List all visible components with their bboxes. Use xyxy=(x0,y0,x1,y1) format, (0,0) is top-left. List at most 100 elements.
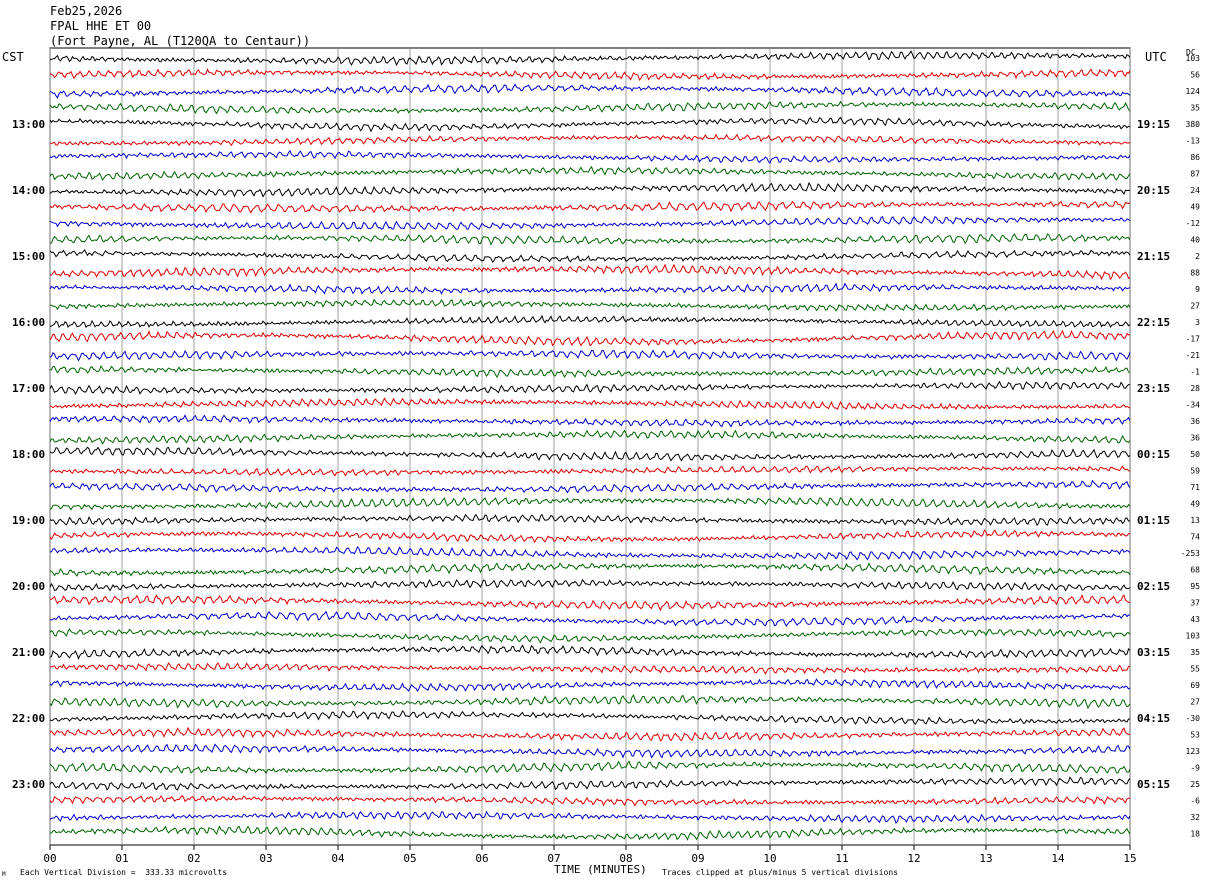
x-tick-label: 12 xyxy=(907,852,920,865)
dc-offset-label: 69 xyxy=(1190,681,1200,690)
header-location: (Fort Payne, AL (T120QA to Centaur)) xyxy=(50,34,311,48)
dc-offset-label: 103 xyxy=(1186,54,1201,63)
trace-group xyxy=(49,50,1131,841)
dc-offset-label: 59 xyxy=(1190,467,1200,476)
trace-line xyxy=(49,496,1131,511)
x-tick-label: 05 xyxy=(403,852,416,865)
trace-line xyxy=(49,678,1131,693)
dc-offset-label: 103 xyxy=(1186,632,1201,641)
trace-line xyxy=(49,314,1131,329)
dc-offset-label: 18 xyxy=(1190,830,1200,839)
dc-offset-label: 124 xyxy=(1186,87,1201,96)
dc-offset-label: 3 xyxy=(1195,318,1200,327)
x-axis-title: TIME (MINUTES) xyxy=(554,863,647,876)
dc-offset-label: 35 xyxy=(1190,648,1200,657)
trace-line xyxy=(49,429,1131,445)
utc-hour-label: 00:15 xyxy=(1137,448,1170,461)
trace-line xyxy=(49,165,1131,182)
dc-offset-label: 32 xyxy=(1190,813,1200,822)
corner-mark: M xyxy=(2,871,6,878)
trace-line xyxy=(49,528,1131,544)
trace-line xyxy=(49,810,1131,824)
trace-line xyxy=(49,349,1131,362)
dc-offset-label: 56 xyxy=(1190,71,1200,80)
dc-offset-label: 35 xyxy=(1190,104,1200,113)
dc-offset-label: 55 xyxy=(1190,665,1200,674)
dc-offset-label: 27 xyxy=(1190,302,1200,311)
x-tick-label: 08 xyxy=(619,852,632,865)
trace-line xyxy=(49,380,1131,395)
dc-offset-label: 25 xyxy=(1190,780,1200,789)
dc-offset-label: -253 xyxy=(1181,549,1200,558)
dc-offset-label: 27 xyxy=(1190,698,1200,707)
x-tick-label: 04 xyxy=(331,852,345,865)
dc-offset-label: 88 xyxy=(1190,269,1200,278)
utc-hour-label: 21:15 xyxy=(1137,250,1170,263)
utc-hour-label: 03:15 xyxy=(1137,646,1170,659)
trace-line xyxy=(49,694,1131,710)
cst-hour-label: 15:00 xyxy=(12,250,45,263)
x-tick-label: 06 xyxy=(475,852,488,865)
dc-offset-label: -17 xyxy=(1186,335,1201,344)
trace-line xyxy=(49,414,1131,428)
trace-line xyxy=(49,282,1131,295)
header-station: FPAL HHE ET 00 xyxy=(50,19,152,33)
cst-hour-label: 22:00 xyxy=(12,712,45,725)
cst-hour-label: 19:00 xyxy=(12,514,45,527)
trace-line xyxy=(49,743,1131,759)
utc-hour-label: 22:15 xyxy=(1137,316,1170,329)
utc-hour-label: 19:15 xyxy=(1137,118,1170,131)
utc-label: UTC xyxy=(1145,50,1167,64)
trace-line xyxy=(49,83,1131,99)
trace-line xyxy=(49,233,1131,246)
trace-line xyxy=(50,545,1131,561)
cst-hour-label: 17:00 xyxy=(12,382,45,395)
x-tick-label: 07 xyxy=(547,852,560,865)
trace-line xyxy=(49,825,1131,841)
trace-line xyxy=(49,562,1131,577)
trace-line xyxy=(49,644,1131,660)
trace-line xyxy=(49,794,1131,807)
cst-label: CST xyxy=(2,50,24,64)
trace-line xyxy=(49,578,1131,592)
trace-line xyxy=(49,215,1131,231)
dc-offset-label: -30 xyxy=(1186,714,1201,723)
dc-offset-label: 123 xyxy=(1186,747,1201,756)
trace-line xyxy=(49,329,1131,347)
trace-line xyxy=(49,50,1131,67)
cst-hour-label: 20:00 xyxy=(12,580,45,593)
dc-offset-label: 74 xyxy=(1190,533,1200,542)
trace-line xyxy=(49,726,1131,742)
dc-offset-label: 9 xyxy=(1195,285,1200,294)
trace-line xyxy=(49,446,1131,462)
dc-offset-label: 95 xyxy=(1190,582,1200,591)
dc-offset-label: 86 xyxy=(1190,153,1200,162)
trace-line xyxy=(49,628,1131,644)
trace-line xyxy=(50,593,1131,612)
x-tick-label: 14 xyxy=(1051,852,1065,865)
utc-hour-label: 02:15 xyxy=(1137,580,1170,593)
x-tick-label: 01 xyxy=(115,852,128,865)
header-date: Feb25,2026 xyxy=(50,4,123,18)
dc-offset-label: -9 xyxy=(1190,764,1200,773)
cst-hour-label: 16:00 xyxy=(12,316,45,329)
dc-offset-label: 50 xyxy=(1190,450,1200,459)
trace-line xyxy=(49,513,1131,527)
trace-line xyxy=(49,479,1131,494)
cst-hour-label: 18:00 xyxy=(12,448,45,461)
dc-offset-label: 49 xyxy=(1190,203,1200,212)
dc-offset-label: 40 xyxy=(1190,236,1200,245)
dc-offset-label: -34 xyxy=(1186,401,1201,410)
dc-offset-label: 87 xyxy=(1190,170,1200,179)
x-tick-label: 09 xyxy=(691,852,704,865)
utc-hour-label: 05:15 xyxy=(1137,778,1170,791)
x-tick-label: 11 xyxy=(835,852,848,865)
dc-offset-label: -13 xyxy=(1186,137,1201,146)
trace-line xyxy=(49,610,1131,627)
dc-offset-label: 28 xyxy=(1190,384,1200,393)
dc-offset-label: 71 xyxy=(1190,483,1200,492)
dc-offset-label: -21 xyxy=(1186,351,1201,360)
x-tick-label: 00 xyxy=(43,852,56,865)
cst-hour-label: 13:00 xyxy=(12,118,45,131)
